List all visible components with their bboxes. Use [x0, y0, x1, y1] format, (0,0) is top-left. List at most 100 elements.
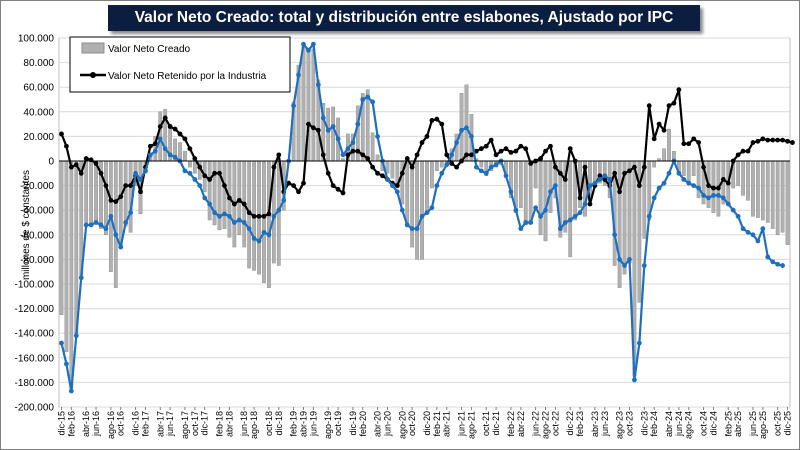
- bar: [780, 160, 785, 233]
- point-black: [775, 137, 781, 143]
- y-tick-label: -160.000: [15, 353, 55, 364]
- y-tick-label: 0: [48, 157, 54, 168]
- point-blue: [301, 41, 306, 47]
- point-black: [686, 141, 692, 147]
- point-blue: [513, 207, 519, 213]
- point-blue: [592, 180, 598, 186]
- bar: [188, 160, 192, 168]
- y-tick-label: 80.000: [23, 58, 54, 69]
- x-tick-label: ago-23: [615, 411, 625, 439]
- point-black: [735, 152, 741, 158]
- bar: [207, 160, 212, 221]
- point-blue: [271, 213, 277, 219]
- point-black: [335, 186, 341, 192]
- bar: [746, 160, 750, 201]
- y-tick-label: 20.000: [23, 132, 54, 143]
- legend-label-bars: Valor Neto Creado: [108, 44, 191, 55]
- point-blue: [197, 183, 203, 189]
- point-blue: [78, 275, 84, 281]
- point-blue: [251, 236, 257, 241]
- point-black: [103, 183, 109, 189]
- point-blue: [676, 170, 682, 176]
- point-blue: [222, 211, 227, 217]
- bar: [691, 160, 696, 176]
- point-blue: [212, 210, 217, 216]
- x-tick-label: feb-19: [289, 411, 299, 437]
- x-tick-label: dic-19: [348, 411, 358, 436]
- point-blue: [666, 170, 672, 176]
- point-black: [444, 152, 450, 158]
- y-tick-label: -120.000: [15, 304, 55, 315]
- point-black: [740, 148, 746, 154]
- bar: [420, 160, 424, 260]
- point-blue: [493, 162, 499, 168]
- x-tick-label: dic-18: [274, 411, 284, 436]
- point-blue: [241, 220, 247, 225]
- point-blue: [419, 213, 425, 219]
- point-black: [711, 185, 716, 191]
- point-blue: [444, 162, 450, 168]
- point-blue: [577, 210, 583, 216]
- x-tick-label: oct-17: [190, 411, 200, 436]
- point-blue: [488, 164, 494, 170]
- point-blue: [409, 226, 415, 232]
- x-tick-label: abr-24: [664, 411, 674, 437]
- point-blue: [548, 189, 553, 195]
- point-black: [785, 138, 790, 144]
- point-blue: [715, 193, 721, 198]
- x-tick-label: ago-17: [180, 411, 190, 439]
- point-black: [123, 183, 129, 189]
- point-black: [138, 189, 143, 195]
- point-blue: [93, 220, 99, 225]
- grid-layer: [58, 37, 791, 408]
- bar: [415, 160, 419, 260]
- point-black: [147, 143, 153, 149]
- point-blue: [478, 168, 484, 174]
- point-blue: [350, 140, 356, 145]
- bar: [311, 48, 316, 162]
- point-blue: [473, 164, 479, 170]
- point-blue: [538, 213, 543, 219]
- legend-bar-swatch: [81, 42, 105, 54]
- bar: [543, 160, 548, 242]
- point-blue: [133, 170, 138, 176]
- point-black: [587, 201, 593, 207]
- point-black: [236, 197, 242, 203]
- point-blue: [745, 229, 751, 235]
- point-blue: [162, 146, 168, 152]
- point-blue: [656, 185, 662, 191]
- point-blue: [725, 201, 731, 207]
- bar: [751, 160, 755, 217]
- x-tick-label: jun-22: [531, 411, 541, 437]
- x-tick-label: ago-20: [397, 411, 407, 439]
- x-tick-label: abr-16: [81, 411, 91, 437]
- bar: [785, 160, 790, 245]
- point-black: [602, 177, 608, 182]
- point-black: [310, 125, 316, 131]
- point-blue: [399, 207, 405, 213]
- point-blue: [770, 259, 776, 265]
- x-tick-label: oct-18: [264, 411, 274, 436]
- x-tick-label: jun-18: [239, 411, 249, 437]
- point-blue: [730, 207, 736, 213]
- point-black: [419, 140, 425, 145]
- point-blue: [310, 41, 316, 47]
- point-blue: [720, 195, 726, 201]
- point-blue: [296, 72, 301, 78]
- point-black: [375, 170, 380, 176]
- point-blue: [523, 220, 529, 225]
- point-black: [582, 164, 588, 170]
- bar: [331, 106, 336, 162]
- point-blue: [765, 254, 771, 260]
- point-black: [192, 156, 198, 161]
- point-black: [641, 164, 647, 170]
- point-black: [464, 152, 469, 158]
- bar: [69, 160, 74, 389]
- x-tick-label: feb-23: [575, 411, 585, 437]
- point-blue: [276, 207, 282, 213]
- point-black: [157, 124, 163, 129]
- point-black: [73, 162, 79, 168]
- point-black: [523, 146, 529, 152]
- point-black: [503, 146, 509, 152]
- bar: [518, 160, 523, 208]
